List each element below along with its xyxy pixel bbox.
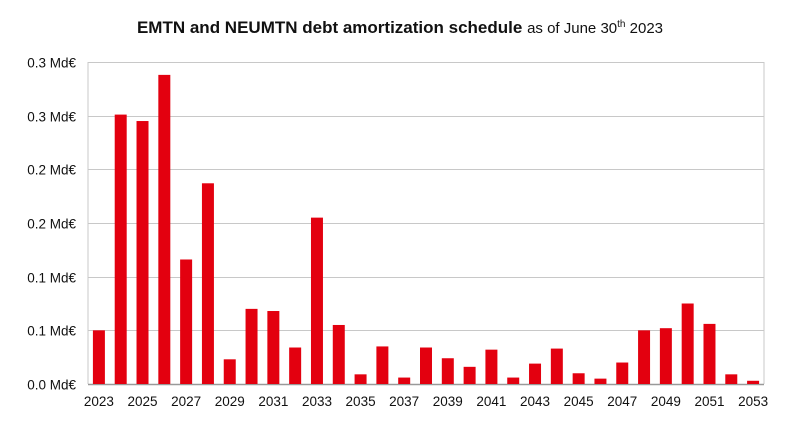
bar-2047 xyxy=(616,362,629,384)
bar-2038 xyxy=(420,347,432,384)
x-axis-ticks: 2023 2025 2027 2029 2031 2033 2035 2037 2039 2041… xyxy=(84,394,768,409)
x-tick-label: 2049 xyxy=(651,394,681,409)
bar-2049 xyxy=(659,328,672,384)
x-tick-label: 2047 xyxy=(607,394,637,409)
bar-2026 xyxy=(158,74,171,384)
x-tick-label: 2039 xyxy=(433,394,463,409)
x-tick-label: 2027 xyxy=(171,394,201,409)
x-tick-label: 2051 xyxy=(694,394,724,409)
bar-2025 xyxy=(136,121,149,384)
y-tick-label: 0.1 Md€ xyxy=(27,324,76,339)
bar-2039 xyxy=(441,358,454,384)
bar-2046 xyxy=(594,378,607,384)
bar-2024 xyxy=(114,114,127,384)
bar-2034 xyxy=(332,324,345,384)
bar-2043 xyxy=(529,363,542,384)
bar-2044 xyxy=(550,348,563,384)
bar-2037 xyxy=(398,377,411,384)
bar-2053 xyxy=(747,380,760,384)
bar-2030 xyxy=(245,308,258,384)
x-tick-label: 2043 xyxy=(520,394,550,409)
x-tick-label: 2031 xyxy=(258,394,288,409)
bar-2032 xyxy=(289,347,302,384)
x-tick-label: 2029 xyxy=(215,394,245,409)
bar-2051 xyxy=(703,323,716,384)
x-tick-label: 2037 xyxy=(389,394,419,409)
x-tick-label: 2053 xyxy=(738,394,768,409)
x-tick-label: 2023 xyxy=(84,394,114,409)
chart-title-date-prefix: as of June 30 xyxy=(527,20,618,37)
bar-2040 xyxy=(463,366,476,384)
y-tick-label: 0.3 Md€ xyxy=(27,56,76,71)
y-tick-label: 0.1 Md€ xyxy=(27,271,76,286)
chart-title-year: 2023 xyxy=(629,20,664,37)
bar-2028 xyxy=(201,183,214,384)
x-tick-label: 2033 xyxy=(302,394,332,409)
gridlines xyxy=(87,62,765,386)
bar-2033 xyxy=(310,217,323,384)
y-tick-label: 0.0 Md€ xyxy=(27,378,76,393)
bar-2045 xyxy=(572,373,585,384)
y-tick-label: 0.2 Md€ xyxy=(27,163,76,178)
x-tick-label: 2045 xyxy=(564,394,594,409)
y-tick-label: 0.3 Md€ xyxy=(27,110,76,125)
chart-title: EMTN and NEUMTN debt amortization schedu… xyxy=(0,17,800,40)
x-tick-label: 2041 xyxy=(476,394,506,409)
bar-2052 xyxy=(725,374,738,384)
bar-2050 xyxy=(681,303,694,384)
chart-title-subtitle: as of June 30th 2023 xyxy=(527,19,664,38)
y-axis-ticks: 0.0 Md€ 0.1 Md€ 0.1 Md€ 0.2 Md€ 0.2 Md€ 0.3 M… xyxy=(27,56,76,393)
bar-2035 xyxy=(354,374,367,384)
y-tick-label: 0.2 Md€ xyxy=(27,217,76,232)
x-tick-label: 2025 xyxy=(127,394,157,409)
bar-2041 xyxy=(485,349,498,384)
x-tick-label: 2035 xyxy=(346,394,376,409)
bar-2036 xyxy=(376,346,389,384)
bars xyxy=(92,74,760,384)
bar-2023 xyxy=(92,330,105,384)
bar-2029 xyxy=(223,359,236,384)
bar-2042 xyxy=(507,377,520,384)
bar-2048 xyxy=(638,330,651,384)
bar-2031 xyxy=(267,311,280,384)
bar-2027 xyxy=(180,259,193,384)
chart-title-superscript: th xyxy=(617,19,626,30)
chart-title-main: EMTN and NEUMTN debt amortization schedu… xyxy=(136,18,523,37)
